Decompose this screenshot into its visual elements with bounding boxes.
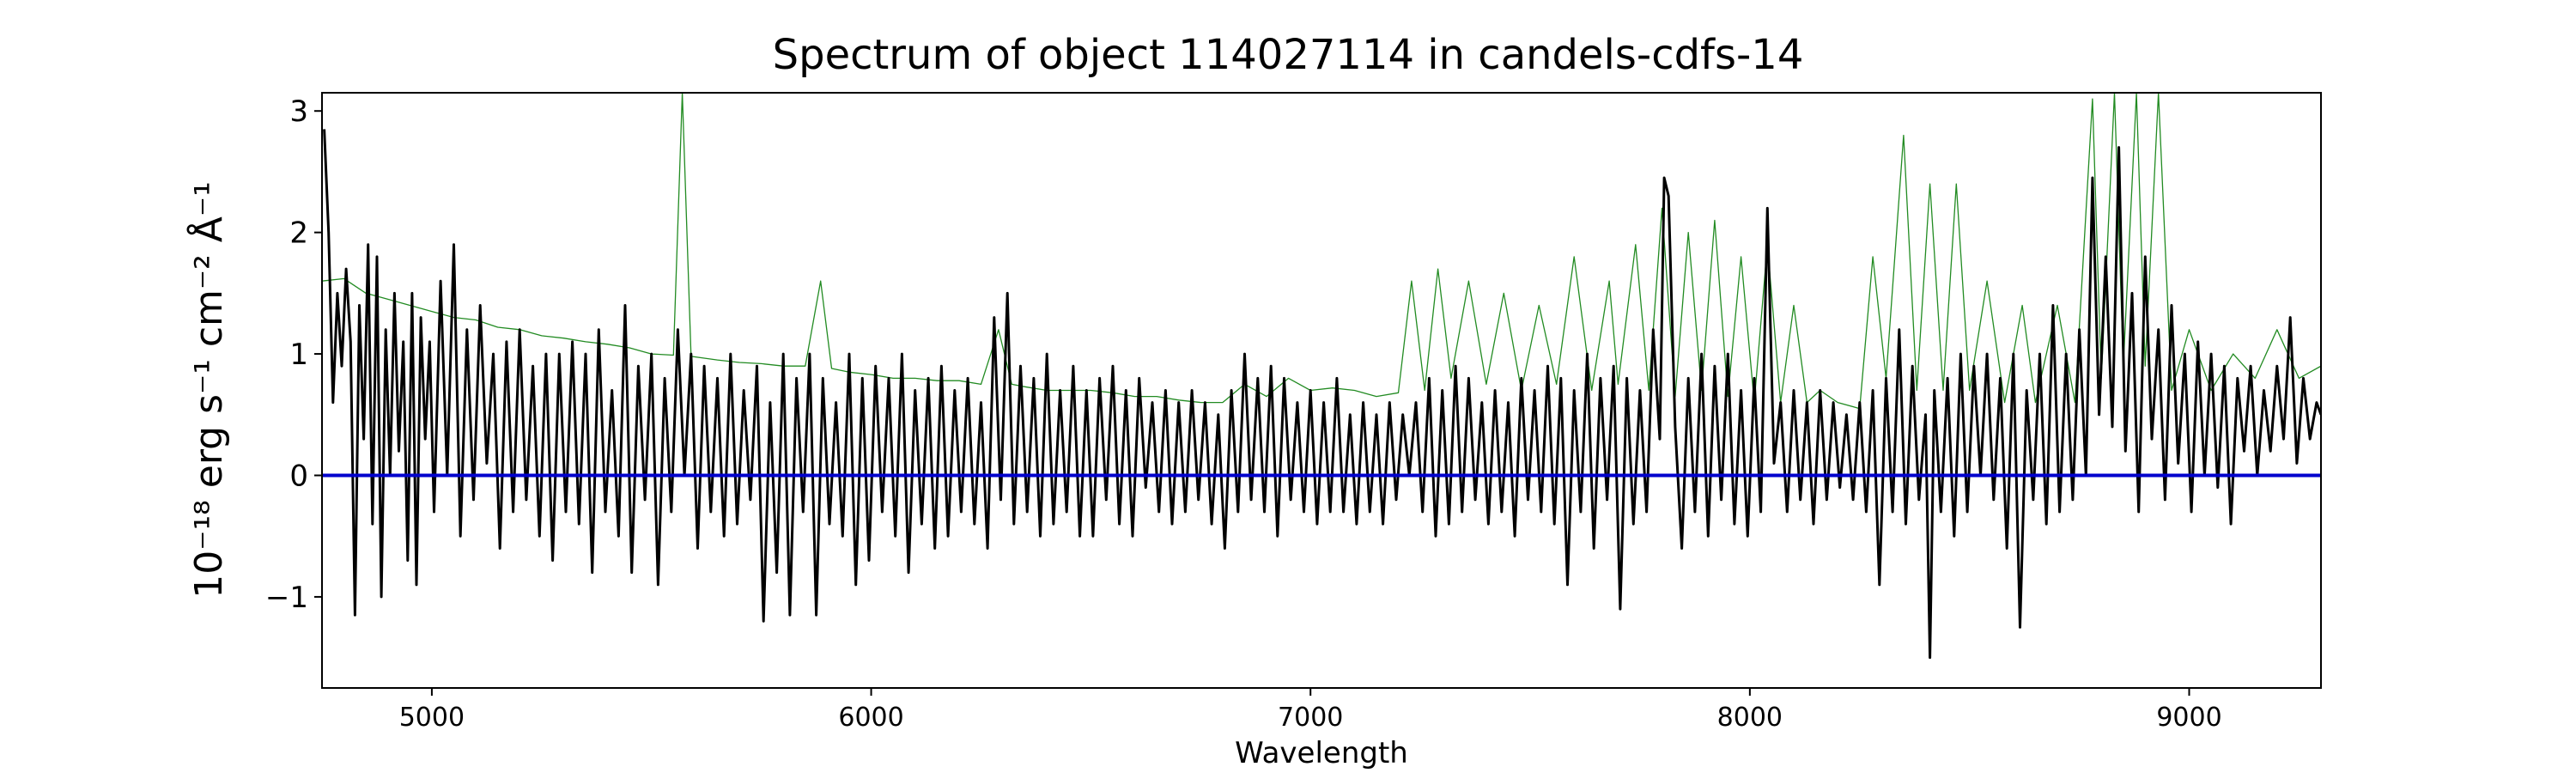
series-line-2 [323,129,2321,660]
x-tick-label: 5000 [399,703,465,733]
axes-frame [321,92,2322,689]
x-axis-label: Wavelength [1235,736,1408,770]
y-tick-label: 0 [289,460,308,494]
series-line-1 [322,93,2321,410]
x-axis: 5000 6000 7000 8000 9000 [399,688,2222,733]
plot-area [322,93,2321,660]
x-tick-label: 6000 [838,703,903,733]
y-tick-label: 1 [289,338,308,372]
x-tick-label: 8000 [1717,703,1783,733]
y-axis-label: 10⁻¹⁸ erg s⁻¹ cm⁻² Å⁻¹ [185,181,231,598]
y-axis: −1 0 1 2 3 [265,94,322,615]
x-tick-label: 9000 [2156,703,2221,733]
y-tick-label: 2 [289,216,308,251]
chart-title: Spectrum of object 114027114 in candels-… [773,31,1804,79]
x-tick-label: 7000 [1278,703,1343,733]
y-tick-label: 3 [289,94,308,129]
y-tick-label: −1 [265,581,308,615]
